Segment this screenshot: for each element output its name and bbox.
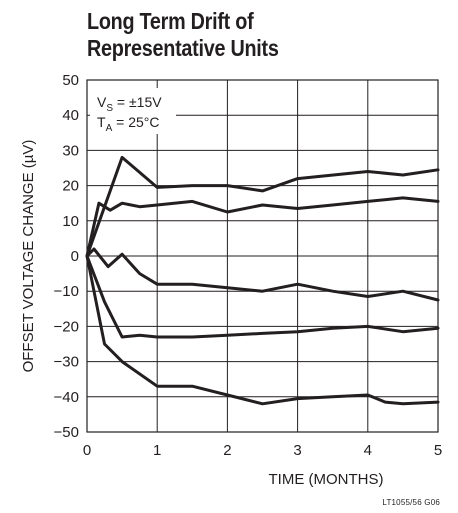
y-tick-label: −40 [54,389,79,406]
y-tick-label: 10 [62,213,79,230]
x-tick-label: 3 [293,442,301,459]
series-line-4 [85,254,440,339]
series-line-1 [85,155,440,258]
chart-title-line-1: Long Term Drift of [87,8,254,34]
x-tick-label: 4 [364,442,372,459]
y-tick-label: 50 [62,72,79,89]
y-tick-label: 0 [71,248,79,265]
y-tick-label: 40 [62,107,79,124]
tick-labels: 0 1 2 3 4 5 50 40 30 20 10 0 −10 −20 −30 −40 −50 [54,72,443,459]
annotation-supply: VS = ±15V [97,94,162,114]
y-tick-label: −20 [54,318,79,335]
y-tick-label: −50 [54,424,79,441]
chart-title-line-2: Representative Units [87,35,279,61]
y-tick-label: 30 [62,142,79,159]
x-tick-label: 2 [223,442,231,459]
series-line-5 [85,254,440,406]
x-tick-label: 5 [434,442,442,459]
figure-id: LT1055/56 G06 [382,498,440,507]
series-group [85,155,440,406]
x-axis-label: TIME (MONTHS) [269,471,384,488]
chart-title: Long Term Drift of Representative Units [87,8,279,62]
y-tick-label: −30 [54,354,79,371]
y-tick-label: −10 [54,283,79,300]
annotation-temperature: TA = 25°C [97,114,159,134]
y-axis-label: OFFSET VOLTAGE CHANGE (µV) [20,140,37,373]
series-line-3 [85,247,440,302]
x-tick-label: 1 [153,442,161,459]
x-tick-label: 0 [83,442,91,459]
y-tick-label: 20 [62,178,79,195]
conditions-annotation: VS = ±15V TA = 25°C [90,88,176,134]
series-line-2 [85,196,440,258]
